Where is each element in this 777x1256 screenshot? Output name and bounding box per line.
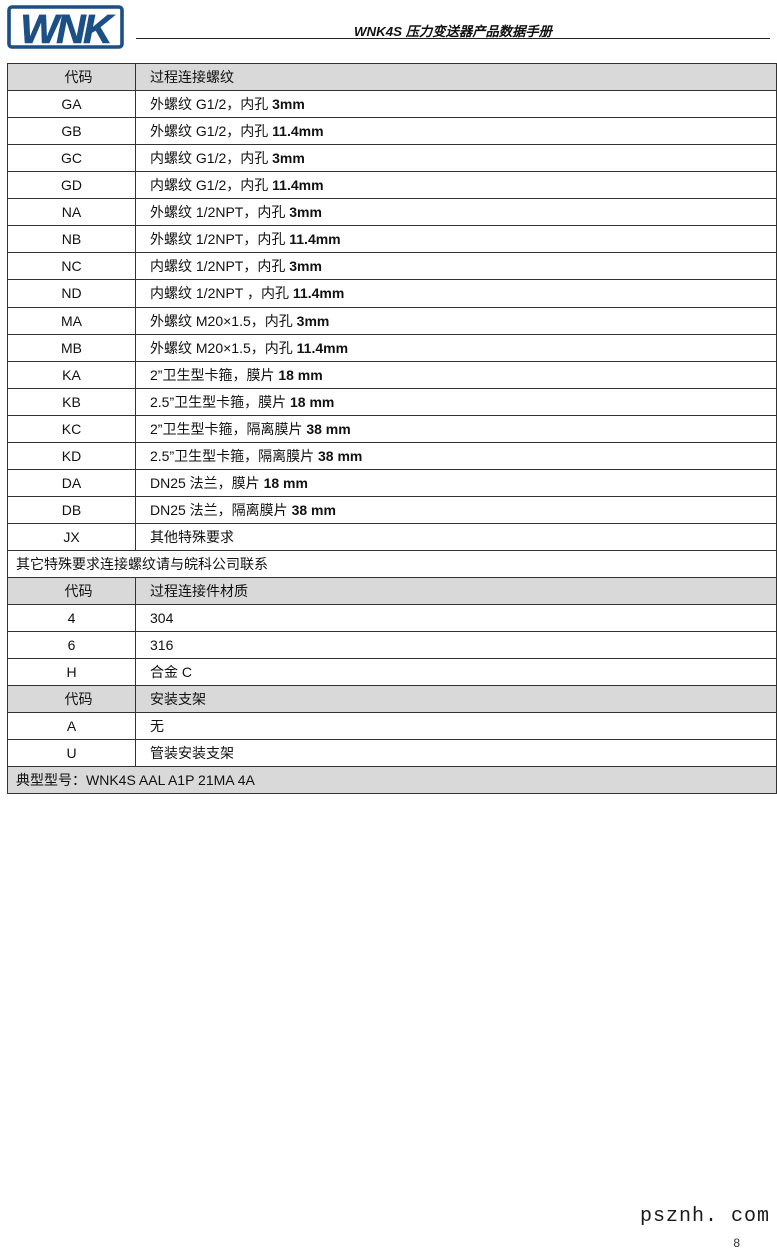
svg-text:WNK: WNK [20, 6, 116, 49]
